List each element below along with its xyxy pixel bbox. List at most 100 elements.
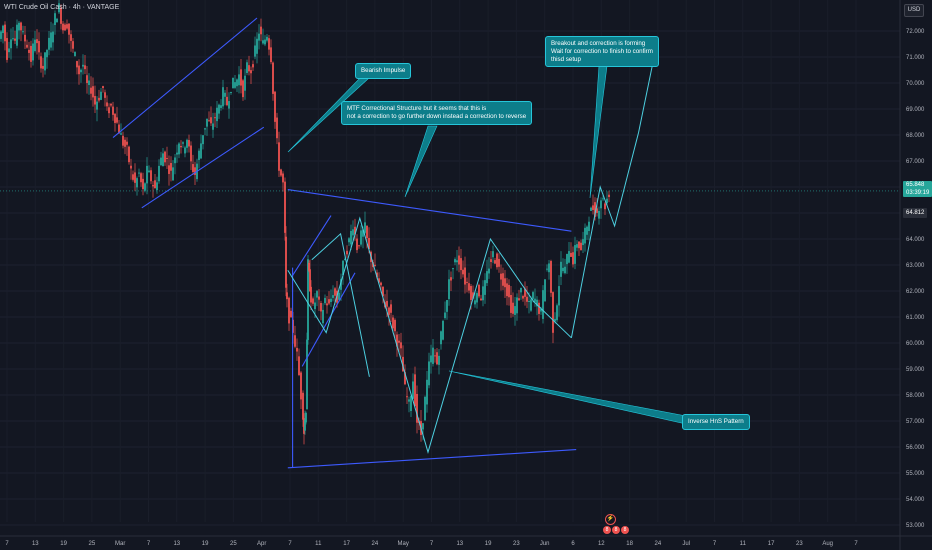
candle-body xyxy=(166,157,168,159)
x-tick-label: 13 xyxy=(456,541,463,547)
candle-body xyxy=(130,165,132,169)
candle-body xyxy=(305,412,307,423)
x-tick-label: Apr xyxy=(257,541,266,547)
y-tick-label: 70.000 xyxy=(906,81,925,87)
candle-body xyxy=(84,65,86,70)
event-marker[interactable]: 8 xyxy=(612,526,620,534)
x-tick-label: May xyxy=(398,541,409,547)
candle-body xyxy=(444,312,446,319)
candle-body xyxy=(394,319,396,332)
candle-body xyxy=(36,39,38,44)
candle-body xyxy=(252,64,254,68)
candle-body xyxy=(500,273,502,280)
candle-body xyxy=(42,65,44,69)
candle-body xyxy=(50,32,52,48)
candle-body xyxy=(404,372,406,385)
candle-body xyxy=(382,286,384,297)
inner-correction-path xyxy=(311,232,370,377)
candle-body xyxy=(462,269,464,275)
currency-button[interactable]: USD xyxy=(904,4,924,17)
candle-body xyxy=(518,298,520,301)
event-marker[interactable]: 8 xyxy=(603,526,611,534)
candle-body xyxy=(86,75,88,83)
candle-body xyxy=(464,267,466,285)
candle-body xyxy=(300,372,302,400)
candle-body xyxy=(282,173,284,183)
candle-body xyxy=(474,300,476,305)
candle-body xyxy=(134,172,136,183)
x-tick-label: Jul xyxy=(682,541,690,547)
y-tick-label: 71.000 xyxy=(906,55,925,61)
candle-body xyxy=(34,39,36,51)
candle-body xyxy=(164,151,166,163)
candle-body xyxy=(508,284,510,298)
candle-body xyxy=(586,226,588,235)
candle-body xyxy=(458,255,460,265)
symbol-header[interactable]: WTI Crude Oil Cash · 4h · VANTAGE xyxy=(4,4,120,11)
candle-body xyxy=(150,170,152,182)
candle-body xyxy=(302,392,304,420)
x-tick-label: Aug xyxy=(822,541,833,547)
candle-body xyxy=(504,278,506,288)
rising-support-line xyxy=(287,449,577,469)
candle-body xyxy=(114,113,116,123)
x-tick-label: 23 xyxy=(513,541,520,547)
candle-body xyxy=(204,128,206,130)
y-tick-label: 63.000 xyxy=(906,263,925,269)
candle-body xyxy=(222,87,224,107)
candle-body xyxy=(270,47,272,63)
candle-body xyxy=(202,135,204,145)
candle-body xyxy=(6,38,8,60)
candle-body xyxy=(386,300,388,307)
candle-body xyxy=(260,26,262,35)
candle-body xyxy=(332,295,334,298)
breakout-callout[interactable]: Breakout and correction is forming Wait … xyxy=(545,36,659,68)
candle-body xyxy=(406,396,408,398)
candle-body xyxy=(362,229,364,237)
candle-body xyxy=(428,361,430,386)
candle-body xyxy=(316,291,318,298)
candle-body xyxy=(288,297,290,324)
candle-body xyxy=(588,221,590,232)
y-tick-label: 56.000 xyxy=(906,445,925,451)
candle-body xyxy=(304,419,306,431)
candle-body xyxy=(568,251,570,263)
candle-body xyxy=(200,143,202,159)
candle-body xyxy=(378,278,380,283)
candle-body xyxy=(604,203,606,210)
candle-body xyxy=(290,310,292,318)
candle-body xyxy=(490,259,492,263)
candle-body xyxy=(440,331,442,345)
candle-body xyxy=(466,281,468,283)
candle-body xyxy=(72,41,74,49)
candle-body xyxy=(192,164,194,173)
candle-body xyxy=(106,102,108,107)
candle-body xyxy=(307,259,309,341)
candle-body xyxy=(358,245,360,247)
inverse-hns-callout[interactable]: Inverse HnS Pattern xyxy=(682,414,750,430)
candle-body xyxy=(368,237,370,250)
candle-body xyxy=(236,79,238,87)
candle-body xyxy=(46,49,48,58)
candle-body xyxy=(596,208,598,213)
y-tick-label: 54.000 xyxy=(906,497,925,503)
candle-body xyxy=(220,105,222,108)
candle-body xyxy=(266,36,268,41)
lightning-icon[interactable]: ⚡ xyxy=(605,514,616,525)
candle-body xyxy=(232,77,234,89)
candle-body xyxy=(536,299,538,307)
event-marker[interactable]: 8 xyxy=(621,526,629,534)
candle-body xyxy=(62,23,64,31)
candle-body xyxy=(28,49,30,53)
candle-body xyxy=(454,259,456,263)
bearish-impulse-callout[interactable]: Bearish Impulse xyxy=(355,63,412,79)
candle-body xyxy=(268,38,270,50)
candle-body xyxy=(112,106,114,115)
candle-body xyxy=(534,298,536,302)
x-tick-label: 7 xyxy=(5,541,9,547)
candle-body xyxy=(456,260,458,263)
candle-body xyxy=(309,269,311,292)
mtf-structure-callout[interactable]: MTF Correctional Structure but it seems … xyxy=(341,101,533,125)
